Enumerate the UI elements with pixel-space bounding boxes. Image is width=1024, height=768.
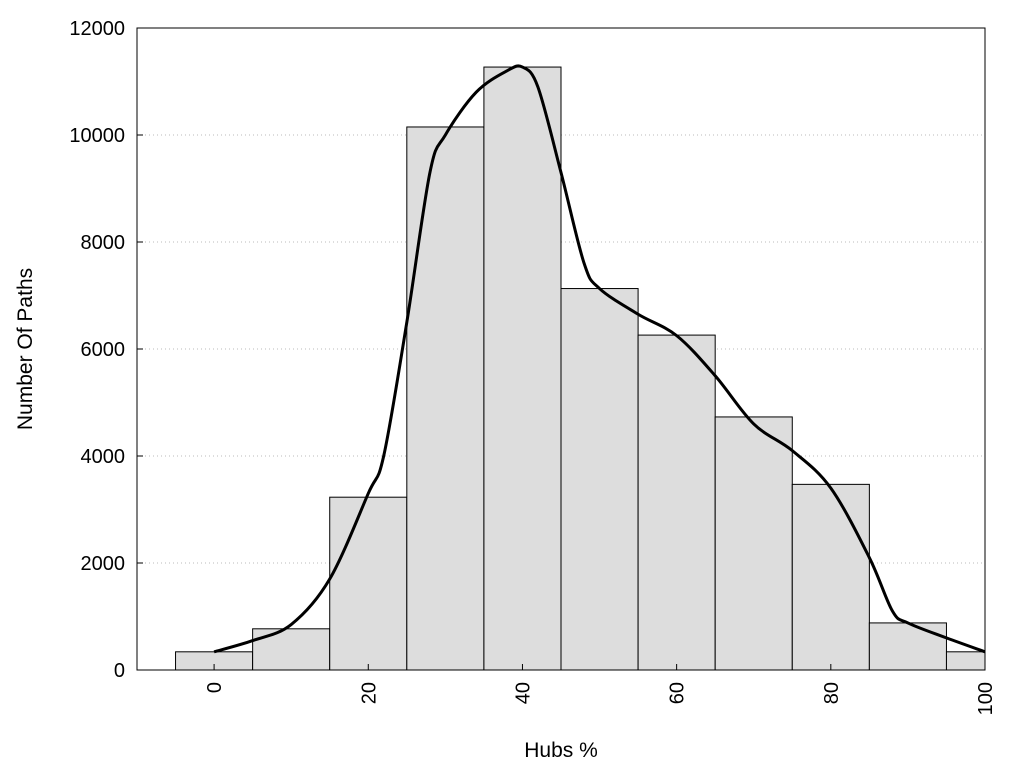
bars [175, 66, 986, 671]
histogram-bar [560, 288, 639, 671]
x-axis-title: Hubs % [524, 739, 598, 762]
y-tick-label: 2000 [81, 553, 126, 575]
x-tick-label: 20 [358, 682, 380, 704]
histogram-bar [714, 416, 793, 671]
x-tick-label: 0 [204, 682, 226, 693]
y-tick-label: 8000 [81, 232, 126, 254]
histogram-bar [637, 334, 716, 671]
y-tick-label: 4000 [81, 446, 126, 468]
x-tick-label: 100 [975, 682, 997, 715]
y-axis-ticks: 0 2000 4000 6000 8000 10000 12000 [69, 18, 143, 682]
histogram-bar [329, 496, 408, 671]
y-axis-title: Number Of Paths [14, 268, 37, 430]
histogram-bar [406, 126, 485, 671]
x-tick-label: 80 [821, 682, 843, 704]
density-curve-group [213, 64, 986, 654]
x-axis-ticks: 0 20 40 60 80 100 [204, 664, 997, 715]
y-tick-label: 6000 [81, 339, 126, 361]
histogram-bar [945, 651, 986, 671]
histogram-bar [791, 483, 870, 671]
x-tick-label: 40 [512, 682, 534, 704]
y-tick-label: 10000 [69, 125, 125, 147]
histogram-bar [483, 66, 562, 671]
histogram-bar [252, 628, 331, 671]
y-tick-label: 12000 [69, 18, 125, 40]
y-tick-label: 0 [114, 660, 125, 682]
density-curve [213, 64, 986, 654]
x-tick-label: 60 [667, 682, 689, 704]
histogram-bar [868, 622, 947, 671]
